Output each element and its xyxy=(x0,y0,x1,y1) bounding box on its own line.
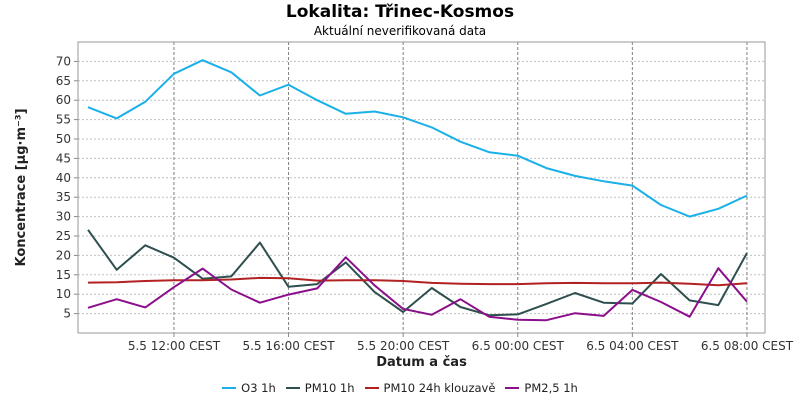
legend-swatch xyxy=(285,387,300,389)
y-axis-label: Koncentrace [µg·m⁻³] xyxy=(14,108,29,266)
legend-label: O3 1h xyxy=(241,381,276,395)
legend-label: PM10 1h xyxy=(304,381,355,395)
x-tick-label: 6.5 08:00 CEST xyxy=(701,339,794,353)
y-tick-label: 20 xyxy=(56,248,71,262)
legend-item: PM2,5 1h xyxy=(505,381,578,395)
y-tick-label: 30 xyxy=(56,210,71,224)
legend-swatch xyxy=(222,387,237,389)
x-tick-label: 5.5 12:00 CEST xyxy=(128,339,221,353)
plot-frame xyxy=(77,41,766,334)
chart-legend: O3 1h PM10 1h PM10 24h klouzavě PM2,5 1h xyxy=(0,381,800,395)
x-tick-label: 6.5 04:00 CEST xyxy=(586,339,679,353)
y-tick-label: 60 xyxy=(56,93,71,107)
y-tick-label: 50 xyxy=(56,132,71,146)
plot-area xyxy=(78,42,765,333)
x-tick-label: 5.5 20:00 CEST xyxy=(357,339,450,353)
y-tick-label: 45 xyxy=(56,151,71,165)
legend-label: PM10 24h klouzavě xyxy=(383,381,496,395)
x-tick-label: 6.5 00:00 CEST xyxy=(472,339,565,353)
chart-subtitle: Aktuální neverifikovaná data xyxy=(313,24,487,38)
y-tick-label: 70 xyxy=(56,54,71,68)
y-tick-label: 55 xyxy=(56,113,71,127)
legend-item: PM10 1h xyxy=(285,381,355,395)
series-line xyxy=(87,229,748,317)
y-tick-label: 15 xyxy=(56,268,71,282)
series-line xyxy=(87,256,748,322)
chart-title: Lokalita: Třinec-Kosmos xyxy=(285,2,515,22)
legend-item: O3 1h xyxy=(222,381,276,395)
y-tick-label: 65 xyxy=(56,74,71,88)
y-tick-label: 35 xyxy=(56,190,71,204)
series-line xyxy=(87,276,747,287)
legend-label: PM2,5 1h xyxy=(524,381,578,395)
legend-swatch xyxy=(364,387,379,389)
x-axis-label: Datum a čas xyxy=(376,355,467,370)
y-tick-label: 40 xyxy=(56,171,71,185)
series-line xyxy=(87,59,748,218)
y-tick-label: 5 xyxy=(63,307,71,321)
y-tick-label: 10 xyxy=(56,287,71,301)
legend-swatch xyxy=(505,387,520,389)
y-tick-label: 25 xyxy=(56,229,71,243)
legend-item: PM10 24h klouzavě xyxy=(364,381,496,395)
x-tick-label: 5.5 16:00 CEST xyxy=(242,339,335,353)
